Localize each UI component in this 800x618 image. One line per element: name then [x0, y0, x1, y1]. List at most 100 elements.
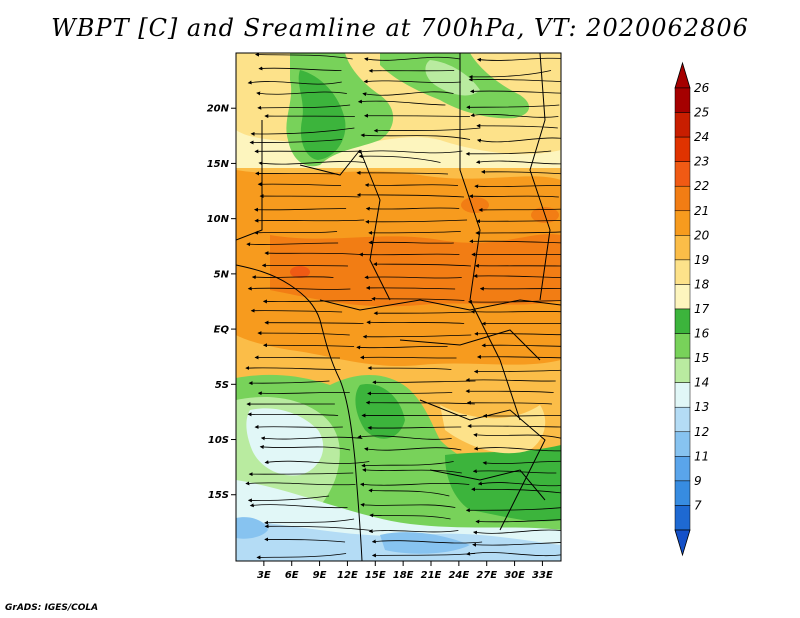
lon-tick-label: 3E — [257, 570, 271, 581]
colorbar-swatch — [674, 259, 691, 285]
streamline — [363, 113, 470, 118]
streamline — [254, 230, 338, 235]
streamline — [475, 519, 561, 524]
streamline — [475, 230, 561, 235]
streamline — [367, 425, 462, 430]
colorbar-label: 23 — [694, 155, 709, 169]
lon-tick-label: 6E — [285, 570, 299, 581]
colorbar-swatch — [674, 333, 691, 359]
streamline — [362, 468, 462, 474]
streamline — [248, 380, 330, 386]
streamline — [357, 149, 463, 154]
streamline — [259, 445, 351, 451]
streamline — [474, 331, 561, 336]
wbpt-field-17-south — [355, 384, 405, 439]
lon-tick-label: 24E — [448, 570, 469, 581]
streamline — [478, 207, 561, 212]
streamline — [364, 275, 462, 280]
streamline — [481, 169, 561, 175]
streamline — [472, 529, 561, 535]
wbpt-field-12-sw — [236, 517, 268, 539]
streamline — [245, 481, 356, 486]
streamline — [365, 285, 456, 290]
streamline — [358, 154, 441, 163]
streamline — [475, 159, 561, 165]
lon-tick-label: 33E — [532, 570, 553, 581]
boundaries — [236, 53, 561, 561]
streamline — [468, 77, 561, 82]
streamline — [258, 66, 342, 71]
streamline — [466, 551, 561, 557]
colorbar-swatch — [674, 480, 691, 506]
colorbar-swatch — [674, 161, 691, 187]
colorbar-label: 26 — [694, 81, 710, 95]
streamline — [466, 400, 552, 405]
wbpt-field-12-south — [380, 532, 470, 554]
streamline — [256, 91, 347, 96]
wbpt-field-23-spot-west — [290, 266, 310, 278]
lat-tick-label: EQ — [214, 325, 230, 336]
streamline — [364, 56, 461, 62]
streamline — [371, 553, 476, 558]
streamline — [469, 89, 561, 94]
lon-tick-label: 27E — [476, 570, 497, 581]
streamline — [371, 539, 483, 544]
streamline — [365, 400, 475, 405]
streamline — [467, 299, 561, 304]
colorbar-swatch — [674, 185, 691, 212]
streamline — [251, 275, 334, 280]
wbpt-field-22-band — [270, 234, 561, 307]
streamline — [466, 104, 560, 110]
lat-tick-label: 10N — [207, 214, 230, 225]
streamline — [364, 447, 462, 452]
colorbar-label: 24 — [694, 130, 709, 144]
wbpt-field-19-nw — [236, 53, 262, 110]
streamline — [256, 553, 347, 560]
streamline — [367, 391, 453, 396]
wbpt-field-15-north — [425, 60, 480, 96]
streamline — [476, 219, 561, 224]
streamline — [246, 242, 339, 247]
streamline — [368, 529, 459, 534]
streamline — [356, 345, 448, 350]
lat-tick-label: 15N — [207, 159, 230, 170]
colorbar-label: 21 — [694, 204, 709, 218]
streamline — [264, 460, 370, 465]
streamline — [473, 446, 561, 452]
streamline — [365, 206, 460, 211]
streamline — [254, 355, 340, 360]
colorbar-swatch — [674, 456, 691, 482]
colorbar-label: 22 — [694, 179, 709, 193]
streamline — [368, 488, 450, 497]
streamline — [255, 171, 338, 176]
colorbar-swatch — [674, 210, 691, 236]
streamline — [248, 472, 354, 477]
streamline — [371, 296, 465, 301]
streamline — [264, 518, 355, 525]
streamline — [367, 366, 452, 371]
colorbar-swatch — [674, 406, 691, 433]
colorbar-swatch — [674, 87, 691, 113]
colorbar-label: 15 — [694, 351, 709, 365]
colorbar-swatch — [674, 505, 691, 531]
colorbar-swatch — [674, 357, 691, 383]
streamline — [470, 309, 561, 314]
lat-tick-label: 15S — [208, 490, 229, 501]
latitude-axis: 20N 15N 10N 5N EQ 5S 10S 15S — [207, 104, 236, 501]
colorbar-top-arrow — [674, 61, 691, 89]
streamline — [250, 308, 343, 313]
streamline — [254, 218, 365, 223]
colorbar-swatch — [674, 308, 691, 334]
streamline — [474, 184, 561, 189]
colorbar-swatch — [674, 431, 691, 457]
streamline — [262, 299, 373, 304]
streamline — [261, 263, 348, 268]
colorbar-bottom-arrow — [674, 529, 691, 557]
streamline — [257, 104, 351, 110]
lon-tick-label: 12E — [337, 570, 358, 581]
streamline — [467, 424, 561, 429]
colorbar-label: 14 — [694, 376, 709, 390]
map-plot-area — [236, 53, 561, 561]
colorbar-label: 13 — [694, 400, 709, 414]
